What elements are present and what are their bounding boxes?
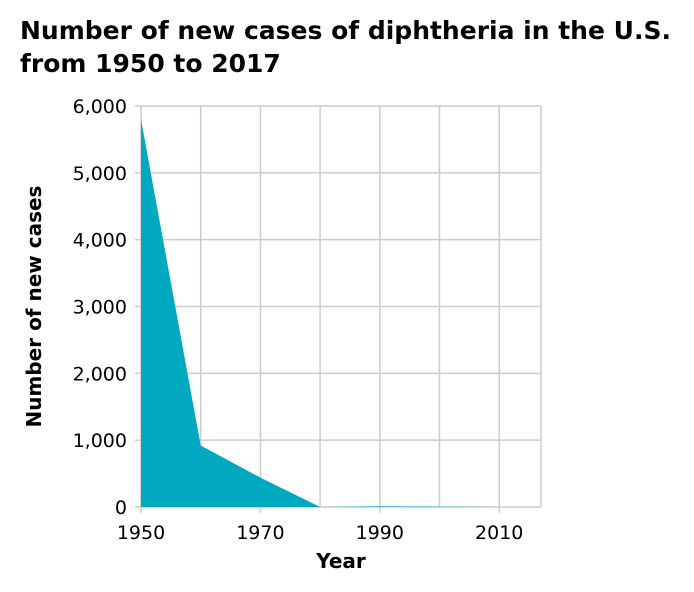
- y-axis-label: Number of new cases: [22, 186, 46, 428]
- grid: [135, 105, 542, 513]
- tick-labels: 0 1,000 2,000 3,000 4,000 5,000 6,000 1950 1970 1…: [73, 96, 524, 544]
- x-axis-label: Year: [315, 549, 366, 573]
- y-tick-label: 3,000: [73, 297, 127, 319]
- y-tick-label: 6,000: [73, 96, 127, 118]
- x-tick-label: 1950: [117, 522, 165, 544]
- y-tick-label: 1,000: [73, 430, 127, 452]
- y-tick-label: 4,000: [73, 230, 127, 252]
- x-tick-label: 2010: [475, 522, 523, 544]
- x-tick-label: 1970: [236, 522, 284, 544]
- chart-title: Number of new cases of diphtheria in the…: [20, 16, 671, 78]
- y-tick-label: 2,000: [73, 363, 127, 385]
- y-tick-label: 5,000: [73, 163, 127, 185]
- y-tick-label: 0: [115, 497, 127, 519]
- area-series: [141, 119, 541, 507]
- x-tick-label: 1990: [356, 522, 404, 544]
